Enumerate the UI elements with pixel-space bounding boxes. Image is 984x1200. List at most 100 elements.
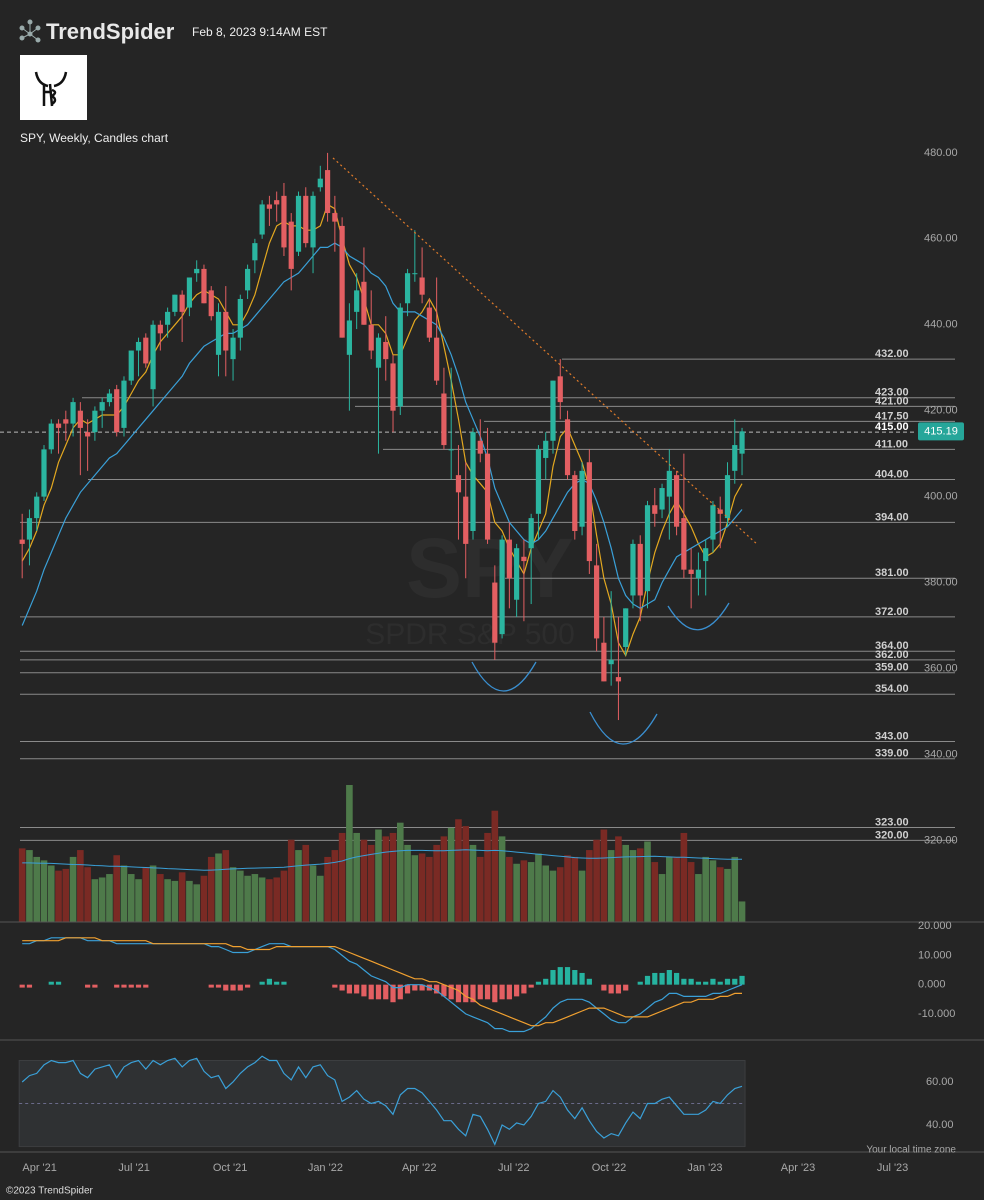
volume-bar [615, 836, 622, 922]
macd-histogram-bar [710, 978, 716, 985]
macd-histogram-bar [215, 984, 222, 988]
candle-body [630, 543, 636, 596]
volume-bar [564, 855, 571, 922]
macd-histogram-bar [492, 984, 498, 1003]
level-label: 423.00 [875, 387, 909, 399]
macd-histogram-bar [543, 978, 549, 985]
volume-bar [716, 867, 724, 922]
macd-histogram-bar [608, 984, 614, 994]
volume-bar [426, 856, 433, 922]
candle-body [288, 221, 294, 269]
candle-body [390, 363, 396, 411]
candle-body [463, 496, 469, 544]
volume-bar [91, 879, 99, 922]
candle-body [106, 393, 113, 403]
rsi-line [21, 1055, 743, 1146]
volume-bar [586, 850, 593, 922]
macd-histogram-bar [375, 984, 382, 1000]
level-label: 411.00 [875, 438, 908, 450]
volume-bar [266, 879, 273, 922]
candle-body [26, 518, 33, 540]
rsi-panel: 60.00 40.00 [18, 1055, 954, 1148]
candle-body [703, 548, 709, 562]
x-tick-label: Jan '23 [687, 1162, 722, 1174]
candle-body [201, 268, 207, 304]
macd-histogram-bar [739, 975, 745, 985]
x-axis: Apr '21 Jul '21 Oct '21 Jan '22 Apr '22 Jul '… [22, 1162, 908, 1174]
macd-histogram-bar [419, 984, 425, 991]
candle-body [19, 539, 25, 544]
volume-bar [666, 856, 673, 922]
volume-bar [687, 862, 695, 922]
x-tick-label: Oct '22 [592, 1162, 627, 1174]
candle-body [295, 195, 302, 252]
volume-bar [462, 826, 470, 922]
volume-bar [346, 785, 353, 922]
macd-histogram-bar [448, 984, 454, 1000]
macd-histogram-bar [586, 978, 592, 985]
volume-bar [251, 874, 259, 922]
macd-histogram-bar [361, 984, 367, 997]
volume-bar [164, 879, 171, 922]
candle-body [484, 453, 491, 540]
y-tick-label: 20.000 [918, 920, 952, 932]
x-tick-label: Apr '21 [22, 1162, 57, 1174]
candle-body [644, 505, 651, 592]
volume-bar [476, 856, 484, 922]
volume-bar [556, 867, 564, 922]
candle-body [739, 431, 745, 454]
volume-bar [644, 841, 651, 922]
candle-body [99, 402, 105, 411]
volume-bar [302, 844, 310, 922]
level-label: 381.00 [875, 567, 909, 579]
macd-histogram-bar [128, 984, 134, 988]
volume-bar [396, 822, 404, 922]
volume-bar [186, 880, 193, 922]
macd-histogram-bar [19, 984, 25, 988]
macd-histogram-bar [135, 984, 142, 988]
candle-body [499, 539, 505, 635]
volume-bar [498, 836, 506, 922]
volume-bar [535, 853, 542, 922]
volume-bar [731, 856, 739, 922]
volume-bar [651, 862, 659, 922]
macd-histogram-bar [332, 984, 338, 988]
candle-body [77, 410, 83, 428]
macd-histogram-bar [732, 978, 738, 985]
volume-bar [280, 870, 288, 922]
last-price-label: 415.19 [924, 425, 958, 437]
candle-body [528, 518, 534, 549]
volume-bar [33, 856, 41, 922]
volume-bar [331, 850, 339, 922]
candle-body [150, 324, 156, 390]
candle-body [244, 268, 251, 291]
macd-histogram-bar [463, 984, 469, 1003]
volume-bar [622, 844, 630, 922]
macd-histogram-bar [703, 981, 709, 985]
volume-bar [338, 832, 346, 922]
candle-body [339, 225, 345, 338]
volume-bar [636, 848, 644, 922]
candle-body [41, 449, 47, 497]
candle-body [215, 311, 222, 355]
level-label: 323.00 [875, 816, 909, 828]
y-tick-label: 320.00 [924, 834, 958, 846]
candle-body [317, 178, 323, 188]
macd-histogram-bar [688, 978, 694, 985]
candle-body [543, 440, 549, 458]
volume-bar [418, 853, 426, 922]
volume-bar [106, 874, 113, 922]
macd-histogram-bar [572, 970, 578, 985]
volume-bar [55, 870, 62, 922]
candle-body [92, 410, 98, 433]
y-tick-label: 440.00 [924, 319, 958, 331]
volume-ma-line [22, 849, 742, 871]
volume-bar [629, 850, 637, 922]
volume-bar [193, 884, 200, 922]
macd-histogram-bar [666, 970, 672, 985]
candle-body [274, 200, 280, 205]
candle-body [85, 432, 91, 437]
volume-bar [382, 836, 390, 922]
macd-histogram-bar [237, 984, 243, 991]
